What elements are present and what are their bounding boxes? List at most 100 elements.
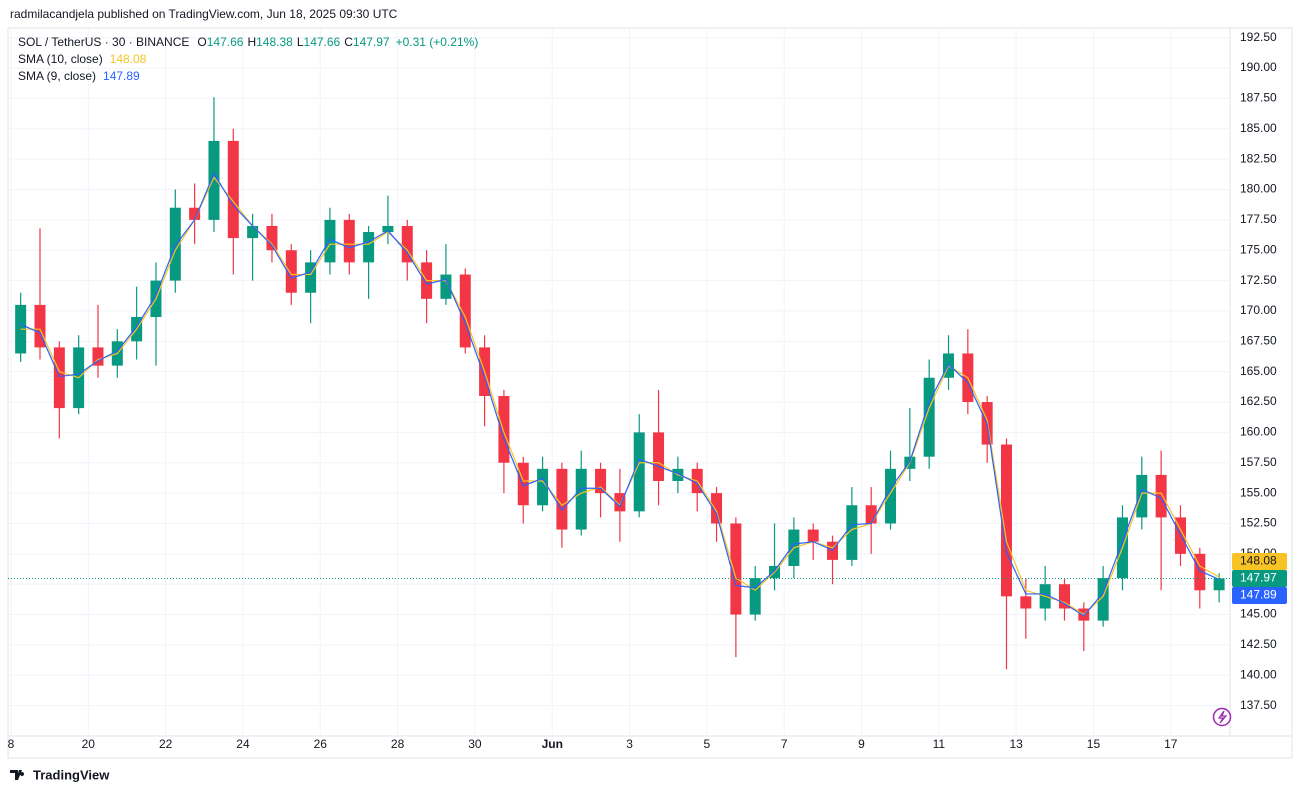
y-tick-label: 182.50 (1240, 151, 1277, 165)
candle-body (169, 207, 181, 281)
y-tick-label: 145.00 (1240, 607, 1277, 621)
y-tick-label: 152.50 (1240, 516, 1277, 530)
x-tick-label: 24 (236, 737, 250, 751)
legend-symbol-line: SOL / TetherUS · 30 · BINANCE O147.66 H148… (18, 35, 478, 49)
price-label: 148.08 (1240, 554, 1277, 568)
candle-body (846, 505, 858, 560)
candle-body (633, 432, 645, 512)
candle-body (1155, 474, 1167, 518)
x-tick-label: 30 (468, 737, 482, 751)
candle-body (53, 347, 65, 409)
legend-entry: SMA (10, close) 148.08 (18, 52, 147, 66)
price-label-box (1232, 552, 1287, 570)
marks (8, 97, 1230, 670)
ohlc-value: 147.66 (207, 35, 244, 49)
sma-line (20, 176, 1220, 616)
candle-body (305, 262, 317, 293)
candle-body (556, 468, 568, 530)
price-label-box (1232, 586, 1287, 604)
change: +0.31 (+0.21%) (396, 35, 479, 49)
x-tick-label: 8 (8, 737, 15, 751)
y-tick-label: 167.50 (1240, 333, 1277, 347)
symbol: SOL / TetherUS · 30 · BINANCE (18, 35, 189, 49)
candle-body (459, 274, 471, 348)
candle-body (885, 468, 897, 524)
publisher: radmilacandjela published on TradingView… (10, 7, 398, 21)
candle-body (324, 219, 336, 263)
ohlc-value: 147.97 (353, 35, 390, 49)
chart-frame (7, 27, 1293, 759)
ohlc-label: L (297, 35, 304, 49)
candle-body (1000, 444, 1012, 597)
price-label: 147.89 (1240, 588, 1277, 602)
price-label: 147.97 (1240, 571, 1277, 585)
candle-body (537, 468, 549, 506)
y-tick-label: 137.50 (1240, 698, 1277, 712)
alert-icon-bolt (1217, 710, 1228, 724)
y-tick-label: 185.00 (1240, 121, 1277, 135)
x-tick-label: 9 (858, 737, 865, 751)
y-tick-label: 157.50 (1240, 455, 1277, 469)
candle-body (363, 232, 375, 263)
candle-body (1058, 584, 1070, 609)
legend-name: SMA (10, close) (18, 52, 103, 66)
candle-body (575, 468, 587, 530)
sma-line (20, 172, 1220, 617)
candle-body (1020, 596, 1032, 609)
price-label-box (1232, 569, 1287, 587)
candle-body (285, 250, 297, 293)
x-tick-label: 7 (781, 737, 788, 751)
candle-body (807, 529, 819, 542)
candle-body (1213, 578, 1225, 591)
x-tick-label: 5 (704, 737, 711, 751)
candle-body (208, 140, 220, 220)
candle-body (227, 140, 239, 239)
candle-body (343, 219, 355, 263)
ohlc-label: C (344, 35, 353, 49)
y-tick-label: 140.00 (1240, 667, 1277, 681)
candle-body (517, 462, 529, 506)
y-tick-label: 187.50 (1240, 91, 1277, 105)
y-tick-label: 190.00 (1240, 60, 1277, 74)
candle-body (440, 274, 452, 299)
candle-body (749, 578, 761, 615)
candle-body (1194, 553, 1206, 591)
x-tick-label: 26 (314, 737, 328, 751)
y-tick-label: 192.50 (1240, 30, 1277, 44)
ohlc-value: 148.38 (256, 35, 293, 49)
legend-name: SMA (9, close) (18, 69, 96, 83)
y-tick-label: 170.00 (1240, 303, 1277, 317)
candle-body (614, 493, 626, 512)
ohlc-label: O (197, 35, 206, 49)
candle-body (1136, 474, 1148, 518)
x-tick-label: 3 (626, 737, 633, 751)
y-tick-label: 165.00 (1240, 364, 1277, 378)
candle-body (595, 468, 607, 494)
candle-body (653, 432, 665, 481)
candle-body (1097, 578, 1109, 621)
x-tick-label: 17 (1164, 737, 1178, 751)
y-tick-label: 162.50 (1240, 394, 1277, 408)
grid (8, 28, 1230, 736)
y-tick-label: 155.00 (1240, 485, 1277, 499)
y-tick-label: 175.00 (1240, 242, 1277, 256)
y-tick-label: 180.00 (1240, 182, 1277, 196)
labels: 137.50140.00142.50145.00147.50150.00152.… (8, 30, 1287, 751)
candle-body (865, 505, 877, 524)
candle-body (92, 347, 104, 366)
candle-body (266, 225, 278, 251)
candle-body (498, 395, 510, 463)
legend-entry: SMA (9, close) 147.89 (18, 69, 140, 83)
candle-body (711, 493, 723, 524)
ohlc-value: 147.66 (304, 35, 341, 49)
alert-icon[interactable] (1212, 707, 1232, 727)
x-tick-label: 11 (933, 737, 946, 751)
candle-body (401, 225, 413, 263)
y-tick-label: 160.00 (1240, 425, 1277, 439)
candle-body (189, 207, 201, 220)
ohlc-label: H (247, 35, 256, 49)
x-tick-label: 20 (82, 737, 96, 751)
y-tick-label: 172.50 (1240, 273, 1277, 287)
